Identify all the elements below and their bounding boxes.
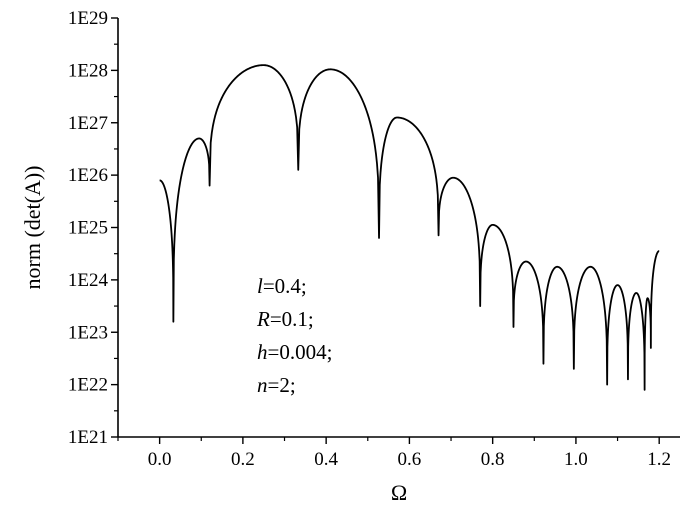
annotation-line: h=0.004;: [257, 340, 332, 364]
annotation-value: =0.1;: [270, 307, 314, 331]
y-tick-label: 1E22: [68, 375, 108, 396]
series-line: [158, 64, 660, 391]
annotation-line: R=0.1;: [256, 307, 314, 331]
annotation-block: l=0.4;R=0.1;h=0.004;n=2;: [256, 274, 332, 397]
series-layer: [158, 64, 660, 391]
y-axis-title: norm (det(A)): [20, 165, 45, 289]
x-tick-label: 0.2: [231, 449, 255, 470]
y-tick-label: 1E25: [68, 218, 108, 239]
annotation-line: n=2;: [257, 373, 296, 397]
x-tick-label: 1.0: [564, 449, 588, 470]
axes: [117, 18, 680, 438]
annotation-variable: h: [257, 340, 268, 364]
x-axis-title: Ω: [391, 480, 407, 505]
x-tick-label: 0.6: [398, 449, 422, 470]
y-tick-label: 1E26: [68, 165, 108, 186]
annotation-value: =2;: [268, 373, 296, 397]
x-tick-label: 0.0: [148, 449, 172, 470]
x-tick-label: 0.8: [481, 449, 505, 470]
x-tick-label: 0.4: [314, 449, 338, 470]
y-tick-label: 1E23: [68, 322, 108, 343]
annotation-variable: l: [257, 274, 263, 298]
annotation-value: =0.004;: [268, 340, 333, 364]
y-tick-label: 1E24: [68, 270, 109, 291]
y-tick-label: 1E29: [68, 8, 108, 29]
annotation-variable: R: [256, 307, 270, 331]
annotation-variable: n: [257, 373, 268, 397]
annotation-value: =0.4;: [263, 274, 307, 298]
y-tick-label: 1E28: [68, 60, 108, 81]
y-tick-label: 1E27: [68, 113, 108, 134]
ticks: 1E21 1E22 1E23 1E24 1E25 1E26 1E27 1E28 1E29 0.0 0…: [68, 8, 671, 470]
x-tick-label: 1.2: [647, 449, 671, 470]
y-tick-label: 1E21: [68, 427, 108, 448]
annotation-line: l=0.4;: [257, 274, 307, 298]
